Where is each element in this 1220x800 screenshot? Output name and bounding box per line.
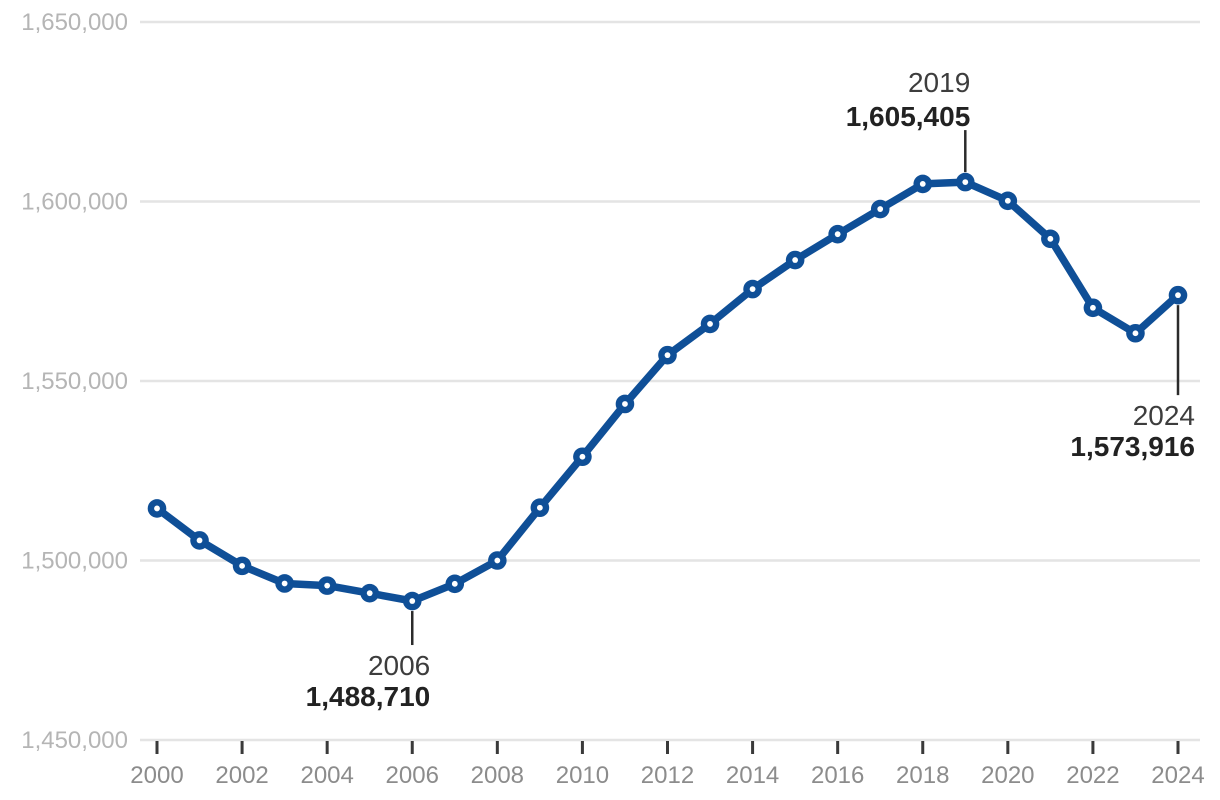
annotation-year-label: 2019	[908, 67, 970, 98]
x-axis-tick-label: 2004	[300, 762, 353, 789]
x-axis-tick-label: 2024	[1151, 762, 1204, 789]
annotation-value-label: 1,488,710	[306, 681, 431, 712]
data-point-marker-hole	[834, 231, 841, 238]
data-point-marker-hole	[792, 257, 799, 263]
data-point-marker-hole	[281, 580, 288, 587]
y-axis-tick-label: 1,600,000	[21, 189, 128, 216]
x-axis-tick-label: 2020	[981, 762, 1034, 789]
y-axis-tick-label: 1,650,000	[21, 9, 128, 36]
x-axis-tick-label: 2022	[1066, 762, 1119, 789]
data-point-marker-hole	[707, 321, 713, 327]
x-axis-tick-label: 2018	[896, 762, 949, 789]
annotation-year-label: 2006	[368, 650, 430, 681]
x-axis-tick-label: 2002	[215, 762, 268, 789]
data-point-marker-hole	[962, 179, 969, 185]
data-point-marker-hole	[1004, 197, 1011, 204]
y-axis-tick-label: 1,500,000	[21, 548, 128, 575]
data-point-marker-hole	[622, 401, 628, 407]
data-point-marker-hole	[1090, 304, 1096, 311]
x-axis-tick-label: 2006	[386, 762, 439, 789]
data-point-marker-hole	[1175, 292, 1181, 299]
y-axis-tick-label: 1,450,000	[21, 727, 128, 754]
x-axis-tick-label: 2010	[556, 762, 609, 789]
data-point-marker-hole	[749, 286, 756, 292]
x-axis-tick-label: 2016	[811, 762, 864, 789]
annotation-year-label: 2024	[1133, 400, 1195, 431]
data-point-marker-hole	[1132, 330, 1139, 337]
data-point-marker-hole	[154, 505, 160, 512]
data-point-marker-hole	[1047, 235, 1054, 242]
data-point-marker-hole	[239, 562, 245, 569]
data-point-marker-hole	[579, 453, 586, 460]
data-point-marker-hole	[324, 582, 331, 589]
data-point-marker-hole	[366, 590, 373, 597]
data-point-marker-hole	[494, 557, 501, 564]
annotation-value-label: 1,573,916	[1070, 431, 1195, 462]
data-point-marker-hole	[536, 504, 543, 511]
data-point-marker-hole	[451, 580, 458, 587]
data-point-marker-hole	[877, 206, 884, 212]
x-axis-tick-label: 2014	[726, 762, 779, 789]
x-axis-tick-label: 2000	[130, 762, 183, 789]
x-axis-tick-label: 2012	[641, 762, 694, 789]
y-axis-tick-label: 1,550,000	[21, 368, 128, 395]
annotation-value-label: 1,605,405	[846, 101, 971, 132]
data-point-marker-hole	[919, 181, 926, 187]
data-line	[153, 178, 1182, 605]
data-point-marker-hole	[409, 598, 416, 604]
data-point-marker-hole	[664, 352, 671, 359]
x-axis-tick-label: 2008	[471, 762, 524, 789]
data-point-marker-hole	[196, 537, 203, 544]
